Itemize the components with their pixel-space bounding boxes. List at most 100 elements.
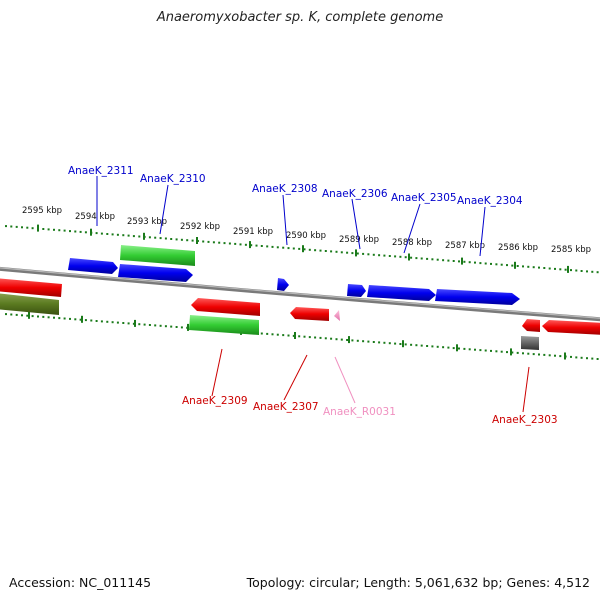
label-anaek-2305[interactable]: AnaeK_2305 (391, 192, 457, 204)
tick-minor (138, 235, 141, 238)
tick-minor (367, 340, 370, 343)
gene-left-edge-red[interactable] (0, 278, 62, 297)
gene-anaek-2303[interactable] (522, 319, 540, 332)
tick-minor (266, 332, 269, 335)
gene-anaek-2305[interactable] (367, 285, 436, 301)
gene-anaek-2304[interactable] (435, 289, 520, 305)
tick-minor (426, 345, 429, 347)
gene-anaek-2307[interactable] (290, 307, 329, 321)
tick-minor (244, 243, 247, 246)
tick-minor (378, 341, 381, 344)
label-anaek-2307[interactable]: AnaeK_2307 (253, 401, 319, 413)
gene-anaek-2311[interactable] (68, 258, 118, 274)
label-anaek-2310[interactable]: AnaeK_2310 (140, 173, 206, 185)
tick-minor (431, 258, 434, 261)
tick-major (196, 237, 198, 244)
gray-feature[interactable] (521, 336, 539, 350)
tick-major (348, 336, 350, 344)
tick-minor (378, 254, 381, 257)
tick-major (249, 241, 251, 249)
tick-ring-upper (5, 224, 599, 274)
gene-anaek-2308[interactable] (277, 278, 289, 291)
tick-minor (346, 251, 349, 254)
tick-minor (308, 248, 311, 251)
label-anaek-2309[interactable]: AnaeK_2309 (182, 395, 248, 407)
tick-major (564, 352, 566, 360)
tick-minor (63, 229, 66, 232)
tick-minor (511, 351, 514, 354)
tick-major (461, 257, 463, 265)
label-anaek-r0031[interactable]: AnaeK_R0031 (323, 406, 396, 418)
tick-minor (186, 239, 189, 242)
tick-minor (170, 238, 173, 240)
tick-minor (228, 242, 231, 245)
tick-minor (223, 242, 226, 245)
tick-minor (116, 321, 119, 324)
tick-minor (74, 318, 77, 321)
genome-backbone (0, 266, 600, 322)
tick-minor (447, 346, 450, 349)
leader-lines (96, 176, 530, 413)
tick-minor (5, 313, 7, 316)
label-anaek-2311[interactable]: AnaeK_2311 (68, 165, 134, 177)
tick-minor (127, 322, 130, 325)
tick-minor (303, 248, 306, 251)
tick-minor (372, 341, 375, 343)
tick-minor (559, 355, 562, 358)
tick-minor (356, 339, 359, 342)
tick-minor (148, 236, 151, 239)
tick-minor (351, 339, 354, 342)
green-feature-upper[interactable] (120, 245, 195, 266)
gene-anaek-2309[interactable] (191, 298, 260, 316)
tick-minor (367, 253, 370, 256)
tick-major (90, 228, 92, 236)
genome-backbone-highlight (0, 267, 600, 319)
tick-minor (271, 333, 274, 336)
tick-minor (399, 255, 402, 258)
tick-minor (474, 348, 476, 351)
tick-minor (458, 347, 460, 350)
label-anaek-2306[interactable]: AnaeK_2306 (322, 188, 388, 200)
tick-minor (538, 266, 540, 269)
tick-minor (426, 257, 429, 260)
gene-anaek-r0031[interactable] (334, 310, 340, 321)
tick-minor (95, 320, 98, 322)
label-anaek-2304[interactable]: AnaeK_2304 (457, 195, 523, 207)
tick-minor (538, 353, 540, 356)
tick-minor (340, 338, 343, 341)
olive-feature-left[interactable] (0, 293, 59, 315)
gene-anaek-2306[interactable] (347, 284, 366, 297)
tick-minor (330, 250, 333, 253)
tick-minor (122, 322, 125, 324)
tick-minor (287, 247, 290, 250)
tick-minor (53, 316, 55, 319)
label-anaek-2303[interactable]: AnaeK_2303 (492, 414, 558, 426)
tick-minor (111, 233, 114, 236)
green-feature-lower[interactable] (189, 315, 259, 335)
genome-stats-text: Topology: circular; Length: 5,061,632 bp… (246, 575, 590, 590)
tick-minor (84, 231, 87, 234)
gene-right-edge-red[interactable] (542, 320, 600, 335)
tick-major (302, 245, 304, 253)
label-anaek-2308[interactable]: AnaeK_2308 (252, 183, 318, 195)
tick-minor (442, 259, 445, 262)
tick-minor (79, 318, 82, 321)
tick-minor (394, 255, 397, 258)
tick-minor (26, 314, 29, 317)
tick-minor (330, 337, 333, 340)
tick-minor (164, 237, 167, 240)
tick-minor (591, 270, 594, 273)
tick-minor (415, 257, 418, 260)
tick-minor (570, 355, 572, 358)
tick-label: 2590 kbp (286, 231, 326, 241)
tick-minor (506, 264, 508, 267)
tick-minor (452, 347, 455, 350)
gene-anaek-2310[interactable] (118, 264, 193, 282)
accession-text: Accession: NC_011145 (9, 575, 152, 590)
tick-minor (495, 350, 498, 353)
tick-minor (410, 256, 413, 259)
tick-minor (532, 266, 535, 269)
tick-major (28, 311, 30, 319)
tick-minor (394, 342, 397, 345)
tick-minor (21, 226, 23, 229)
